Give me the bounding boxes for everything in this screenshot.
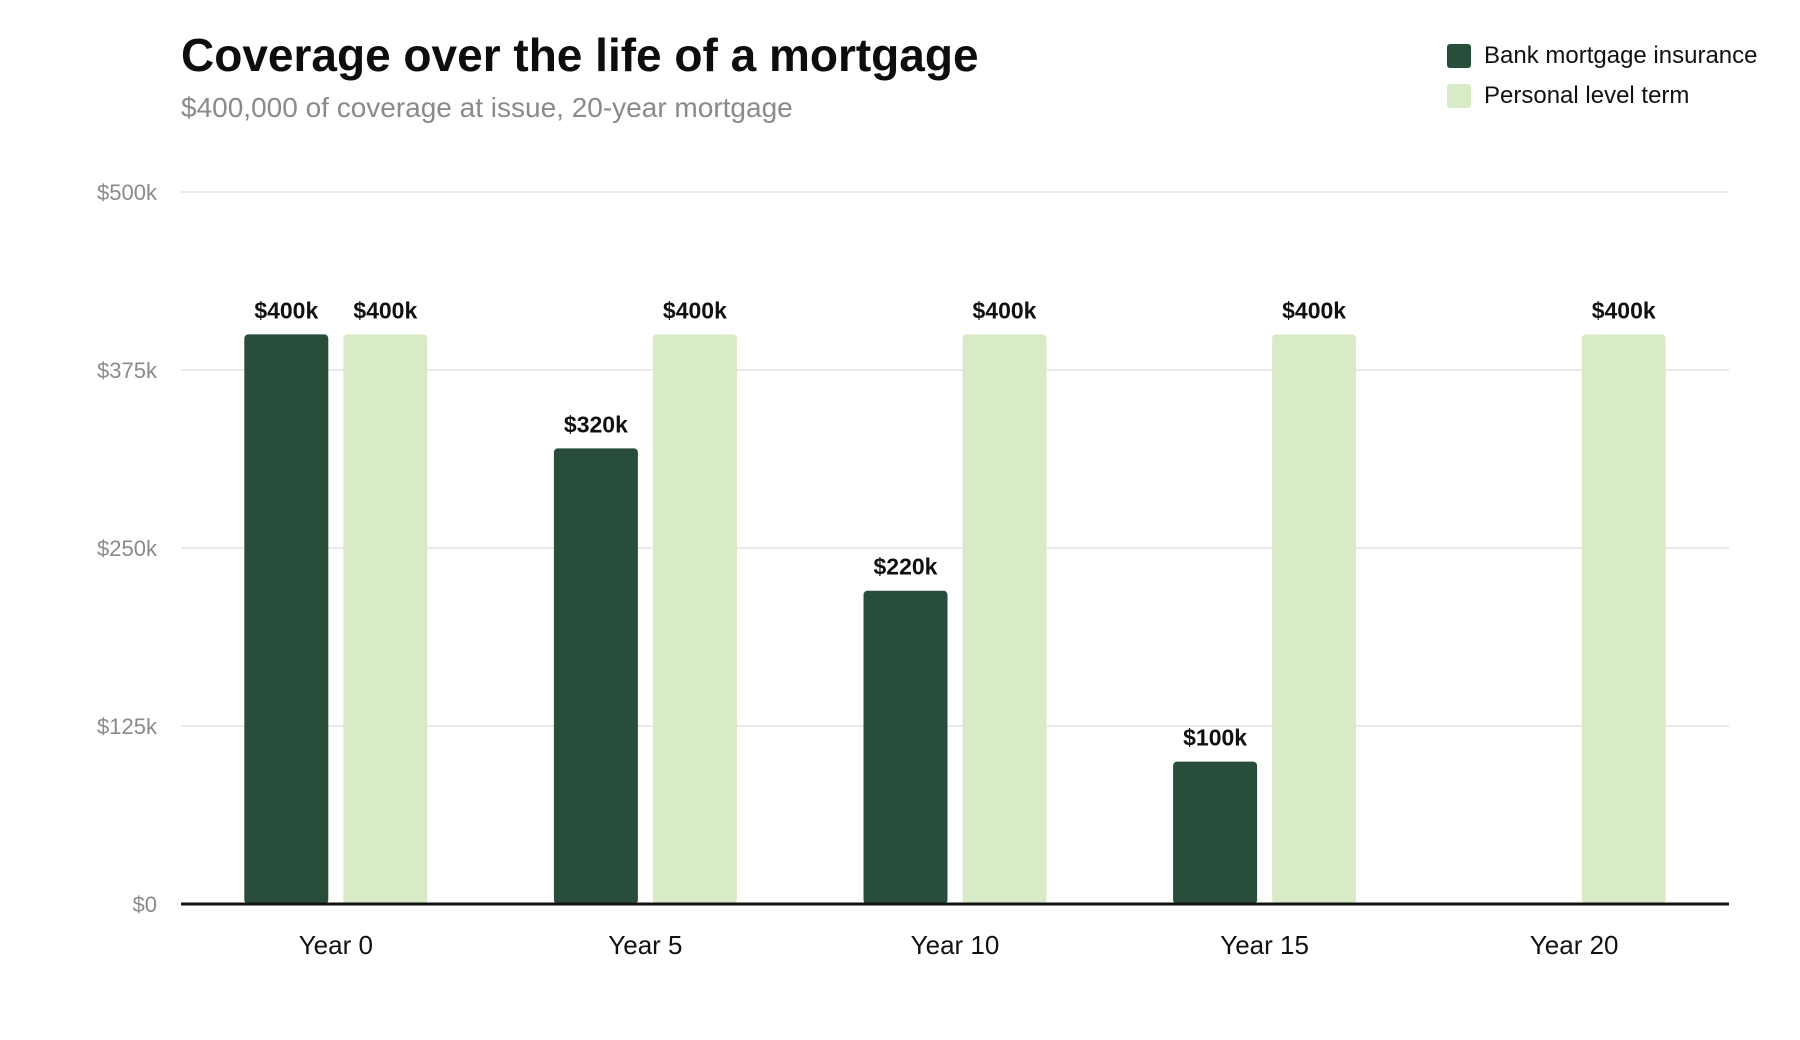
legend-item-bank: Bank mortgage insurance [1447,36,1758,76]
chart-title: Coverage over the life of a mortgage [181,29,979,81]
data-label: $220k [874,554,938,580]
legend: Bank mortgage insurance Personal level t… [1447,36,1758,116]
bar-bank [244,334,329,904]
legend-swatch-term [1447,84,1471,108]
bar-term [962,334,1047,904]
x-tick-label: Year 5 [608,930,682,960]
x-tick-label: Year 10 [911,930,1000,960]
y-tick-label: $500k [97,180,158,205]
bar-term [343,334,428,904]
bar-bank [553,448,638,904]
data-label: $400k [663,297,727,323]
y-tick-label: $375k [97,358,158,383]
x-tick-label: Year 0 [299,930,373,960]
data-label: $400k [1282,297,1346,323]
bar-term [652,334,737,904]
data-label: $400k [353,297,417,323]
data-label: $400k [1592,297,1656,323]
bar-bank [863,590,948,904]
y-tick-label: $125k [97,714,158,739]
legend-label-term: Personal level term [1484,82,1690,109]
x-tick-label: Year 20 [1530,930,1619,960]
bar-term [1272,334,1357,904]
legend-label-bank: Bank mortgage insurance [1484,42,1758,69]
data-label: $100k [1183,725,1247,751]
y-tick-label: $0 [133,892,157,917]
y-tick-label: $250k [97,536,158,561]
legend-item-term: Personal level term [1447,76,1758,116]
data-label: $320k [564,411,628,437]
x-tick-label: Year 15 [1220,930,1309,960]
bar-term [1581,334,1666,904]
data-label: $400k [973,297,1037,323]
chart-subtitle: $400,000 of coverage at issue, 20-year m… [181,92,793,123]
data-label: $400k [254,297,318,323]
legend-swatch-bank [1447,44,1471,68]
bar-bank [1173,761,1258,904]
